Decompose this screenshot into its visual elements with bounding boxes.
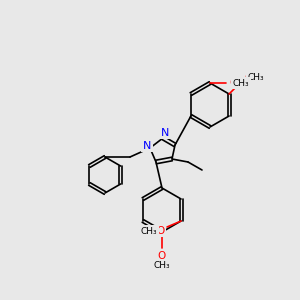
Text: CH₃: CH₃ [233, 79, 249, 88]
Text: CH₃: CH₃ [141, 226, 158, 236]
Text: O: O [229, 78, 237, 88]
Text: N: N [161, 128, 169, 138]
Text: O: O [156, 226, 164, 236]
Text: CH₃: CH₃ [248, 74, 264, 82]
Text: O: O [158, 251, 166, 261]
Text: N: N [143, 141, 151, 151]
Text: CH₃: CH₃ [154, 262, 170, 271]
Text: O: O [244, 73, 252, 83]
